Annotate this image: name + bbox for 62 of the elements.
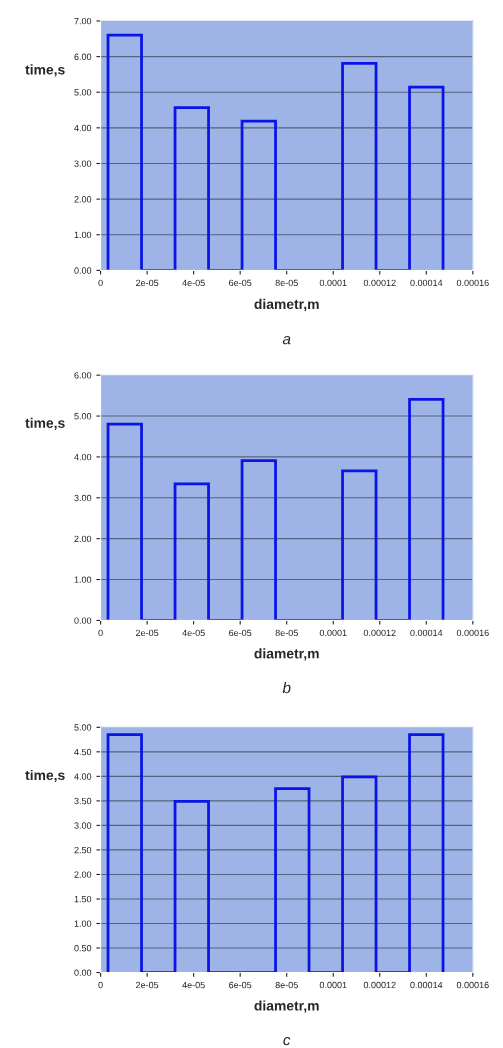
y-tick-label: 5.00 (74, 413, 92, 420)
y-tick-label: 3.50 (74, 797, 92, 805)
x-tick-label: 8e-05 (275, 279, 298, 287)
x-tick-label: 6e-05 (229, 981, 252, 989)
y-tick-label: 7.00 (74, 17, 92, 25)
x-tick-label: 0.00012 (363, 981, 396, 989)
x-tick-label: 0.0001 (319, 279, 347, 287)
y-tick-label: 0.00 (74, 969, 92, 976)
x-axis-title: diametr,m (254, 298, 319, 312)
y-axis-title: time,s (25, 64, 65, 77)
y-tick-label: 2.00 (74, 196, 92, 203)
y-tick-label: 2.00 (74, 535, 92, 543)
y-tick-label: 2.00 (74, 871, 92, 878)
text: b (282, 681, 291, 694)
y-tick-label: 4.00 (74, 773, 92, 780)
y-tick-label: 5.00 (74, 89, 92, 96)
x-axis-title: diametr,m (254, 1000, 319, 1013)
y-tick-label: 0.50 (74, 944, 92, 952)
x-tick-label: 0.00016 (456, 981, 489, 989)
text: c (283, 1036, 291, 1046)
x-tick-label: 6e-05 (229, 279, 252, 287)
x-tick-label: 8e-05 (275, 981, 298, 989)
x-tick-label: 0.00014 (410, 629, 443, 637)
x-tick-label: 2e-05 (136, 981, 159, 989)
y-tick-label: 3.00 (74, 494, 92, 502)
x-tick-label: 8e-05 (275, 629, 298, 637)
y-tick-label: 2.50 (74, 846, 92, 854)
y-tick-label: 0.00 (74, 267, 92, 274)
y-tick-label: 1.00 (74, 920, 92, 927)
x-tick-label: 2e-05 (136, 629, 159, 637)
y-tick-label: 1.00 (74, 231, 92, 239)
x-tick-label: 2e-05 (136, 279, 159, 287)
x-tick-label: 0.0001 (319, 981, 347, 989)
y-tick-label: 6.00 (74, 53, 92, 60)
x-tick-label: 0.00016 (456, 279, 489, 287)
x-axis-title: diametr,m (254, 648, 319, 661)
y-tick-label: 1.00 (74, 576, 92, 583)
y-tick-label: 5.00 (74, 724, 92, 731)
y-tick-label: 3.00 (74, 822, 92, 829)
x-tick-label: 0 (98, 981, 103, 989)
x-tick-label: 0.00012 (363, 279, 396, 287)
x-tick-label: 0.0001 (319, 629, 347, 637)
x-tick-label: 0 (98, 279, 103, 287)
x-tick-label: 0.00014 (410, 981, 443, 989)
x-tick-label: 0 (98, 629, 103, 637)
text: a (282, 335, 291, 345)
x-tick-label: 4e-05 (182, 279, 205, 287)
y-axis-title: time,s (25, 769, 65, 783)
y-tick-label: 0.00 (74, 617, 92, 624)
y-tick-label: 1.50 (74, 895, 92, 903)
y-tick-label: 4.00 (74, 124, 92, 132)
x-tick-label: 0.00012 (363, 629, 396, 637)
x-tick-label: 4e-05 (182, 629, 205, 637)
y-tick-label: 3.00 (74, 160, 92, 167)
y-axis-title: time,s (25, 417, 65, 430)
x-tick-label: 4e-05 (182, 981, 205, 989)
y-tick-label: 4.00 (74, 453, 92, 461)
y-tick-label: 6.00 (74, 372, 92, 379)
x-tick-label: 0.00014 (410, 279, 443, 287)
x-tick-label: 6e-05 (229, 629, 252, 637)
y-tick-label: 4.50 (74, 748, 92, 756)
x-tick-label: 0.00016 (456, 629, 489, 637)
